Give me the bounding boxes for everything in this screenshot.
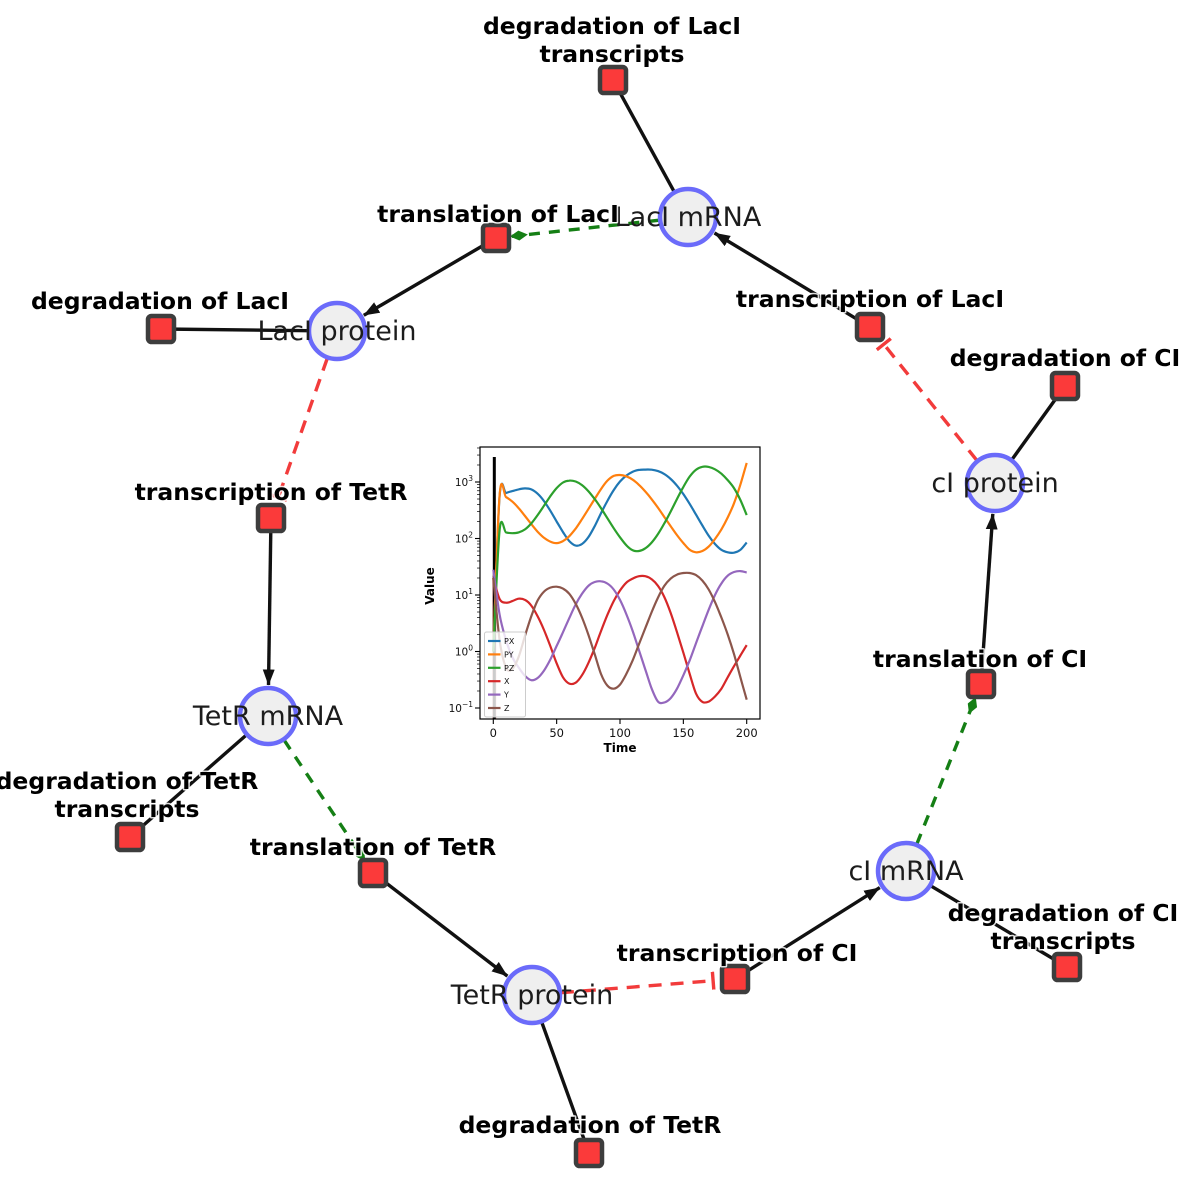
species-label-ci_mrna: cI mRNA: [848, 856, 964, 887]
reaction-label-deg_ci: degradation of CI: [950, 344, 1181, 372]
legend-label-Y: Y: [503, 691, 509, 700]
reaction-label-deg_tetr_tx: degradation of TetR transcripts: [0, 767, 258, 823]
y-tick-label: 100: [455, 644, 473, 659]
species-node-tetr_mrna[interactable]: [237, 685, 299, 747]
legend-label-PY: PY: [504, 650, 514, 659]
legend-label-PZ: PZ: [504, 664, 515, 673]
nodes-layer: [114, 64, 1083, 1169]
legend-label-X: X: [504, 677, 510, 686]
reaction-node-tx_ci[interactable]: [719, 963, 751, 995]
y-tick-label: 101: [455, 587, 473, 602]
x-tick-label: 100: [609, 726, 631, 740]
edge-production-tl_ci-to-ci_protein[interactable]: [979, 513, 998, 680]
series-line-PX: [492, 468, 748, 652]
reaction-label-deg_laci_tx: degradation of LacI transcripts: [483, 12, 741, 68]
reaction-node-deg_ci_tx[interactable]: [1051, 951, 1083, 983]
x-tick-label: 50: [549, 726, 564, 740]
y-tick-label: 103: [455, 474, 473, 489]
reaction-label-tl_laci: translation of LacI: [377, 200, 619, 228]
species-label-laci_mrna: LacI mRNA: [615, 202, 762, 233]
edge-modifier-tetr_mrna-to-tl_tetr[interactable]: [282, 739, 366, 862]
edge-consumption-laci_protein-to-deg_laci[interactable]: [160, 327, 309, 333]
edge-production-tl_laci-to-laci_protein[interactable]: [362, 239, 493, 317]
edge-consumption-laci_mrna-to-deg_laci_tx[interactable]: [611, 79, 676, 193]
edge-inhibition-tetr_protein-to-tx_ci[interactable]: [560, 971, 716, 995]
chart-axes: 0 50 100 150 200 10−1 100 101 102 103: [449, 446, 761, 740]
reaction-node-tl_tetr[interactable]: [357, 857, 389, 889]
legend-label-PX: PX: [504, 637, 515, 646]
edge-production-tl_tetr-to-tetr_protein[interactable]: [375, 874, 509, 978]
x-tick-label: 200: [736, 726, 758, 740]
series-line-PZ: [492, 465, 748, 652]
species-label-tetr_mrna: TetR mRNA: [192, 701, 344, 732]
reaction-label-tx_ci: transcription of CI: [617, 939, 858, 967]
reaction-node-deg_tetr_tx[interactable]: [114, 821, 146, 853]
reaction-label-tx_laci: transcription of LacI: [736, 285, 1004, 313]
chart-xlabel: Time: [604, 741, 637, 755]
edge-production-tx_laci-to-laci_mrna[interactable]: [713, 231, 867, 326]
reaction-node-tx_tetr[interactable]: [255, 502, 287, 534]
species-label-tetr_protein: TetR protein: [450, 980, 613, 1011]
plot-area: [479, 446, 761, 720]
reaction-label-tl_ci: translation of CI: [873, 645, 1087, 673]
edge-modifier-ci_mrna-to-tl_ci[interactable]: [915, 697, 978, 845]
species-label-laci_protein: LacI protein: [258, 316, 417, 347]
y-tick-label: 102: [455, 531, 473, 546]
edge-consumption-ci_mrna-to-deg_ci_tx[interactable]: [930, 884, 1068, 969]
reaction-node-deg_ci[interactable]: [1049, 370, 1081, 402]
reaction-node-deg_laci_tx[interactable]: [597, 64, 629, 96]
species-node-laci_mrna[interactable]: [657, 186, 719, 248]
series-line-Z: [492, 571, 748, 701]
edge-production-tx_ci-to-ci_mrna[interactable]: [738, 886, 881, 978]
edge-consumption-tetr_mrna-to-deg_tetr_tx[interactable]: [128, 733, 248, 839]
y-tick-label: 10−1: [449, 700, 474, 715]
series-line-Y: [492, 569, 747, 705]
chart-ylabel: Value: [423, 567, 437, 605]
species-node-laci_protein[interactable]: [306, 300, 368, 362]
legend-label-Z: Z: [504, 704, 510, 713]
series-line-X: [492, 574, 748, 704]
reaction-label-deg_ci_tx: degradation of CI transcripts: [948, 899, 1179, 955]
edges-layer: [128, 79, 1068, 1154]
reaction-label-deg_laci: degradation of LacI: [31, 287, 289, 315]
reaction-node-deg_laci[interactable]: [145, 313, 177, 345]
species-label-ci_protein: cI protein: [931, 468, 1058, 499]
x-tick-label: 150: [672, 726, 694, 740]
labels-layer: LacI mRNA LacI protein TetR mRNA TetR prote…: [0, 11, 1182, 1141]
chart-legend: PX PY PZ XYZ: [484, 631, 526, 718]
edge-inhibition-laci_protein-to-tx_tetr[interactable]: [269, 357, 329, 502]
reaction-node-tl_ci[interactable]: [965, 668, 997, 700]
edge-inhibition-ci_protein-to-tx_laci[interactable]: [875, 337, 979, 462]
species-node-ci_mrna[interactable]: [875, 840, 937, 902]
x-tick-label: 0: [490, 726, 497, 740]
timecourse-chart: 0 50 100 150 200 10−1 100 101 102 103 PX PY PZ XYZ T…: [423, 428, 791, 770]
edge-modifier-laci_mrna-to-tl_laci[interactable]: [509, 218, 660, 241]
reaction-label-tl_tetr: translation of TetR: [250, 833, 496, 861]
reaction-label-tx_tetr: transcription of TetR: [135, 478, 408, 506]
reaction-label-deg_tetr: degradation of TetR: [459, 1111, 722, 1139]
legend-box: [484, 631, 526, 718]
species-node-ci_protein[interactable]: [964, 452, 1026, 514]
series-line-PY: [492, 462, 748, 652]
reaction-node-tl_laci[interactable]: [480, 222, 512, 254]
edge-consumption-tetr_protein-to-deg_tetr[interactable]: [540, 1021, 591, 1154]
edge-production-tx_tetr-to-tetr_mrna[interactable]: [262, 522, 275, 686]
reaction-node-tx_laci[interactable]: [854, 311, 886, 343]
reaction-node-deg_tetr[interactable]: [573, 1137, 605, 1169]
species-node-tetr_protein[interactable]: [501, 964, 563, 1026]
